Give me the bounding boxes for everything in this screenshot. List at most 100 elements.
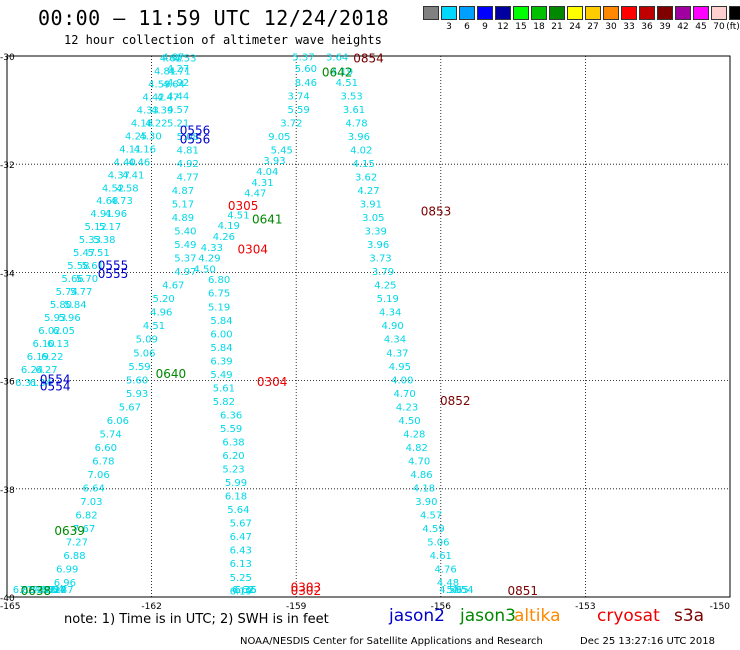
wave-height-label: 4.71 [168, 66, 190, 77]
wave-height-label: 6.43 [230, 546, 252, 557]
wave-height-label: 5.84 [210, 316, 232, 327]
wave-height-label: 4.46 [128, 157, 150, 168]
wave-height-label: 6.88 [63, 551, 85, 562]
wave-height-label: 5.66 [61, 274, 83, 285]
wave-height-label: 4.59 [148, 79, 170, 90]
wave-height-label: 6.62 [232, 585, 254, 596]
legend-swatch [549, 6, 565, 20]
footer-credit: NOAA/NESDIS Center for Satellite Applica… [240, 636, 543, 647]
wave-height-label: 5.47 [73, 248, 95, 259]
pass-time-label-jason3: 0640 [156, 367, 187, 381]
legend-swatch [621, 6, 637, 20]
pass-time-label-jason2: 0556 [180, 123, 211, 137]
longitude-tick-label: -150 [710, 602, 731, 612]
wave-height-label: 3.73 [369, 254, 391, 265]
wave-height-label: 4.64 [163, 79, 185, 90]
wave-height-label: 4.00 [391, 375, 413, 386]
wave-height-label: 3.61 [343, 105, 365, 116]
wave-height-label: 7.80 [37, 585, 59, 596]
wave-height-label: 4.92 [167, 78, 189, 89]
satellite-legend-jason2: jason2 [389, 606, 445, 626]
wave-height-label: 6.22 [41, 352, 63, 363]
wave-height-label: 4.57 [167, 105, 189, 116]
wave-height-label: 6.96 [54, 578, 76, 589]
legend-swatch [441, 6, 457, 20]
wave-height-label: 5.58 [67, 261, 89, 272]
wave-height-label: 4.77 [177, 172, 199, 183]
wave-height-label: 7.03 [80, 497, 102, 508]
pass-time-label-jason2: 0555 [98, 267, 129, 281]
wave-height-label: 6.19 [27, 352, 49, 363]
wave-height-label: 5.59 [128, 362, 150, 373]
wave-height-label: 6.19 [230, 586, 252, 597]
wave-height-label: 4.42 [142, 92, 164, 103]
wave-height-label: 4.41 [122, 170, 144, 181]
legend-label: 18 [533, 22, 545, 32]
wave-height-label: 3.96 [367, 240, 389, 251]
wave-height-label: 5.67 [119, 402, 141, 413]
pass-time-label-s3a: 0853 [421, 205, 452, 219]
satellite-legend-altika: altika [514, 606, 561, 626]
wave-height-label: 7.67 [73, 524, 95, 535]
wave-height-label: 4.25 [374, 281, 396, 292]
wave-height-label: 6.78 [92, 456, 114, 467]
wave-height-label: 4.51 [143, 321, 165, 332]
wave-height-label: 4.34 [384, 335, 406, 346]
wave-height-label: 4.02 [350, 145, 372, 156]
wave-height-label: 4.16 [134, 144, 156, 155]
color-scale-legend [423, 6, 740, 20]
wave-height-label: 6.47 [230, 532, 252, 543]
wave-height-label: 5.37 [292, 52, 314, 63]
wave-height-label: 6.24 [21, 365, 43, 376]
wave-height-label: 3.05 [362, 213, 384, 224]
wave-height-label: 4.59 [422, 524, 444, 535]
pass-time-label-jason3: 0641 [252, 213, 283, 227]
wave-height-label: 4.31 [251, 178, 273, 189]
wave-height-label: 6.38 [222, 438, 244, 449]
wave-height-label: 4.30 [140, 131, 162, 142]
pass-time-label-jason3: 0639 [54, 524, 85, 538]
wave-height-label: 4.47 [157, 92, 179, 103]
wave-height-label: 4.54 [451, 585, 473, 596]
legend-swatch [531, 6, 547, 20]
wave-height-label: 6.36 [220, 410, 242, 421]
wave-height-label: 4.33 [137, 105, 159, 116]
legend-swatch [603, 6, 619, 20]
legend-swatch [477, 6, 493, 20]
wave-height-label: 4.53 [174, 53, 196, 64]
pass-time-label-cryosat: 0305 [228, 199, 259, 213]
wave-height-label: 5.74 [56, 287, 78, 298]
satellite-legend-jason3: jason3 [460, 606, 516, 626]
wave-height-label: 6.60 [95, 443, 117, 454]
longitude-tick-label: -156 [431, 602, 452, 612]
pass-time-label-jason2: 0554 [40, 372, 71, 386]
wave-height-label: 4.48 [437, 578, 459, 589]
legend-swatch [585, 6, 601, 20]
legend-label: 9 [482, 22, 488, 32]
wave-height-label: 7.06 [87, 470, 109, 481]
wave-height-label: 4.81 [177, 145, 199, 156]
wave-height-label: 5.82 [213, 397, 235, 408]
wave-height-label: 6.87 [51, 585, 73, 596]
wave-height-label: 5.06 [133, 348, 155, 359]
wave-height-label: 5.06 [427, 538, 449, 549]
pass-time-label-cryosat: 0303 [291, 581, 322, 595]
wave-height-label: 8.46 [295, 78, 317, 89]
legend-swatch [675, 6, 691, 20]
wave-height-label: 4.27 [167, 64, 189, 75]
wave-height-label: 4.52 [102, 183, 124, 194]
wave-height-label: 5.70 [76, 274, 98, 285]
wave-height-label: 5.17 [99, 222, 121, 233]
legend-swatch [459, 6, 475, 20]
wave-height-label: 4.97 [174, 267, 196, 278]
wave-height-label: 4.28 [403, 429, 425, 440]
pass-time-label-cryosat: 0302 [291, 584, 322, 598]
wave-height-label: 5.84 [64, 300, 86, 311]
pass-time-label-jason2: 0554 [40, 379, 71, 393]
wave-height-label: 6.80 [208, 275, 230, 286]
wave-height-label: 4.82 [406, 443, 428, 454]
wave-height-label: 6.13 [230, 559, 252, 570]
wave-height-label: 4.26 [213, 232, 235, 243]
wave-height-label: 5.37 [174, 254, 196, 265]
wave-height-label: 5.33 [79, 235, 101, 246]
